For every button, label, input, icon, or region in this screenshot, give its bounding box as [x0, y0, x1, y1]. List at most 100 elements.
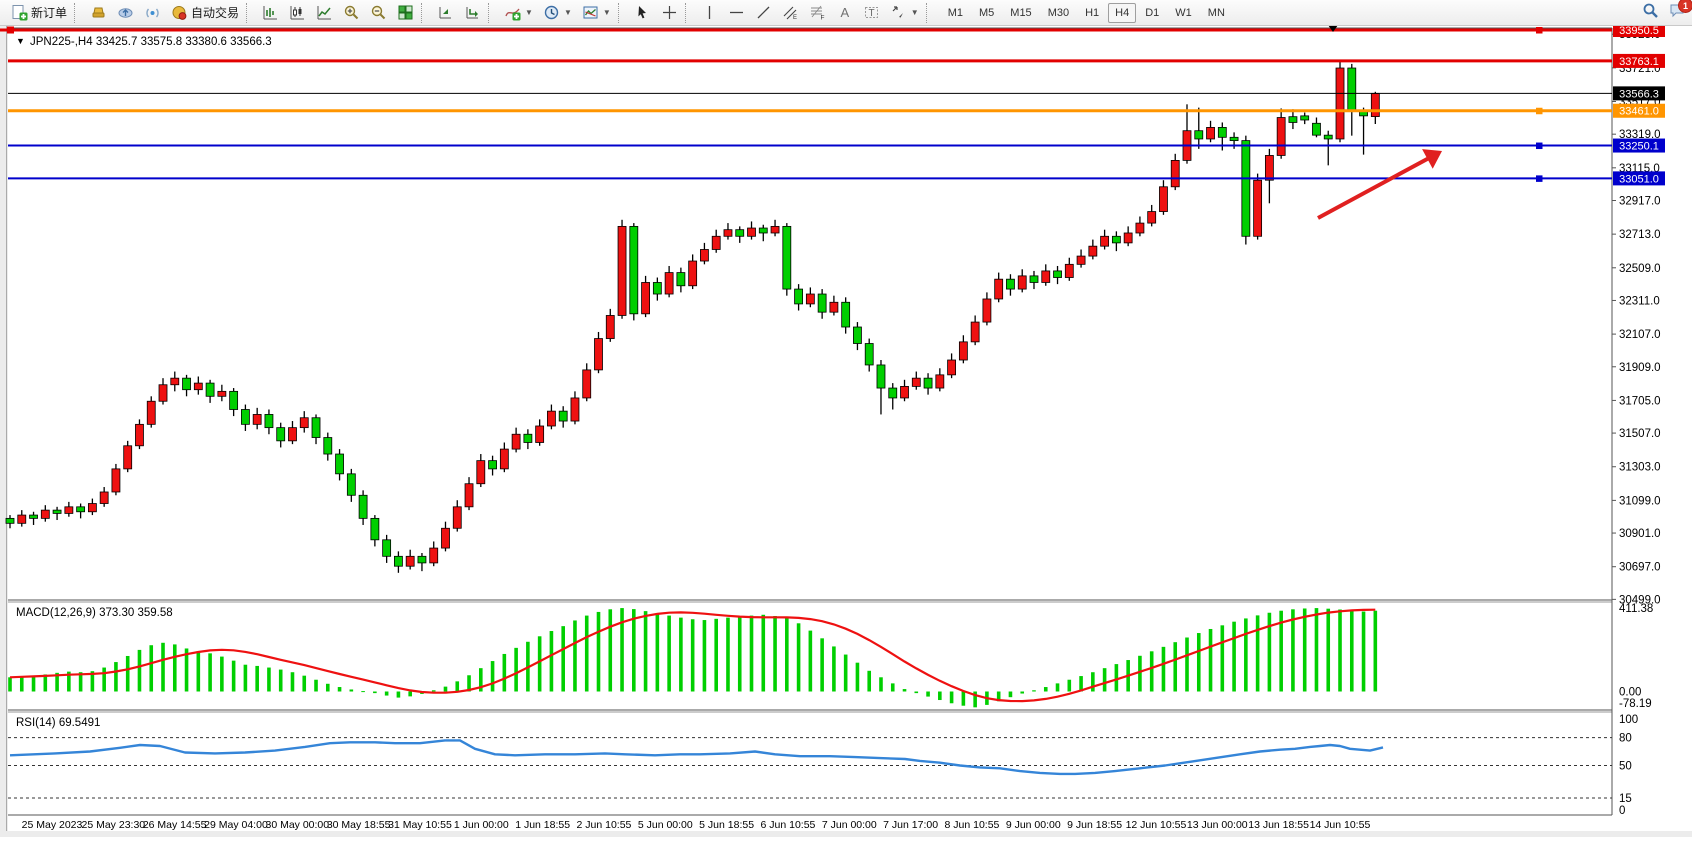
- time-axis-label[interactable]: 29 May 04:00: [204, 819, 268, 831]
- timeframe-button-w1[interactable]: W1: [1175, 6, 1192, 19]
- symbol-dropdown-icon[interactable]: ▼: [16, 36, 25, 46]
- horizontal-line-button[interactable]: [723, 1, 750, 25]
- time-axis-label[interactable]: 25 May 23:30: [82, 819, 146, 831]
- level-line-left-handle[interactable]: [7, 26, 14, 34]
- timeframe-button-d1[interactable]: D1: [1145, 6, 1160, 19]
- macd-histogram-bar: [1373, 610, 1378, 692]
- line-chart-button[interactable]: [311, 1, 338, 25]
- zoom-out-button[interactable]: [365, 1, 392, 25]
- price-level-label: 33250.1: [1619, 141, 1659, 153]
- price-axis-tick-label[interactable]: 31909.0: [1619, 362, 1661, 374]
- price-axis-tick-label[interactable]: 31099.0: [1619, 495, 1661, 507]
- timeframe-button-mn[interactable]: MN: [1207, 6, 1225, 19]
- autotrade-button[interactable]: 自动交易: [166, 1, 244, 25]
- price-axis-tick-label[interactable]: 33319.0: [1619, 129, 1661, 141]
- new-order-button[interactable]: 新订单: [6, 1, 72, 25]
- crosshair-button[interactable]: [656, 1, 683, 25]
- price-axis-tick-label[interactable]: 30499.0: [1619, 594, 1661, 606]
- time-axis-label[interactable]: 6 Jun 10:55: [761, 819, 816, 831]
- chat-button[interactable]: 1: [1669, 0, 1692, 24]
- candle-bullish: [252, 414, 262, 425]
- macd-histogram-bar: [361, 691, 365, 693]
- chart-autoscroll-button[interactable]: [459, 1, 486, 25]
- price-axis-tick-label[interactable]: 30697.0: [1619, 562, 1661, 574]
- triangle-annotation[interactable]: [1328, 25, 1338, 32]
- dropdown-arrow-icon[interactable]: ▼: [602, 8, 611, 17]
- time-axis-label[interactable]: 9 Jun 18:55: [1067, 819, 1122, 831]
- macd-histogram-bar: [1326, 608, 1331, 692]
- dropdown-arrow-icon[interactable]: ▼: [525, 8, 533, 17]
- cursor-button[interactable]: [629, 1, 656, 25]
- price-axis-tick-label[interactable]: 32713.0: [1619, 229, 1661, 241]
- vertical-line-button[interactable]: [696, 1, 723, 25]
- timeframe-button-m5[interactable]: M5: [979, 6, 995, 19]
- stamp-button[interactable]: [85, 1, 112, 25]
- dropdown-arrow-icon[interactable]: ▼: [563, 8, 572, 17]
- timeframe-button-m15[interactable]: M15: [1010, 6, 1032, 19]
- time-axis-label[interactable]: 13 Jun 00:00: [1187, 819, 1248, 831]
- indicators-button[interactable]: ▼: [499, 1, 538, 25]
- time-axis-label[interactable]: 7 Jun 17:00: [883, 819, 938, 831]
- time-axis-label[interactable]: 8 Jun 10:55: [945, 819, 1000, 831]
- rsi-label: RSI(14) 69.5491: [16, 717, 100, 729]
- timeframe-button-m1[interactable]: M1: [947, 6, 963, 19]
- level-line-right-handle[interactable]: [1536, 142, 1543, 150]
- level-line-right-handle[interactable]: [1536, 27, 1543, 34]
- price-axis-tick-label[interactable]: 31303.0: [1619, 462, 1661, 474]
- time-axis-label[interactable]: 30 May 00:00: [265, 819, 329, 831]
- time-axis-label[interactable]: 2 Jun 10:55: [577, 819, 632, 831]
- macd-axis-label: -78.19: [1619, 698, 1652, 710]
- candle-bearish: [276, 427, 286, 442]
- timeframe-button-h4[interactable]: H4: [1108, 2, 1137, 23]
- time-axis-label[interactable]: 9 Jun 00:00: [1006, 819, 1061, 831]
- price-axis-tick-label[interactable]: 31705.0: [1619, 395, 1661, 407]
- bar-chart-button[interactable]: [257, 1, 284, 25]
- text-label-button[interactable]: T: [858, 1, 885, 25]
- arrows-shapes-button[interactable]: ▼: [885, 1, 924, 25]
- candle-chart-button[interactable]: [284, 1, 311, 25]
- price-axis-tick-label[interactable]: 32311.0: [1619, 295, 1660, 307]
- timeframe-button-h1[interactable]: H1: [1085, 6, 1100, 19]
- time-axis-label[interactable]: 14 Jun 10:55: [1310, 819, 1371, 831]
- text-button[interactable]: A: [831, 1, 858, 25]
- time-axis-label[interactable]: 30 May 18:55: [327, 819, 391, 831]
- time-axis-label[interactable]: 5 Jun 18:55: [699, 819, 754, 831]
- candle-bullish: [158, 384, 168, 402]
- toolbar-separator: [246, 2, 253, 23]
- upload-cloud-button[interactable]: [112, 1, 139, 25]
- time-axis-label[interactable]: 13 Jun 18:55: [1248, 819, 1309, 831]
- price-axis-tick-label[interactable]: 32107.0: [1619, 329, 1661, 341]
- chart-shift-button[interactable]: [432, 1, 459, 25]
- fibonacci-button[interactable]: F: [804, 1, 831, 25]
- time-axis-label[interactable]: 25 May 2023: [22, 819, 83, 831]
- price-axis-tick-label[interactable]: 32917.0: [1619, 195, 1661, 207]
- level-line-right-handle[interactable]: [1536, 175, 1543, 182]
- time-axis-label[interactable]: 1 Jun 00:00: [454, 819, 509, 831]
- macd-histogram-bar: [102, 667, 106, 692]
- time-axis-label[interactable]: 31 May 10:55: [388, 819, 452, 831]
- time-axis-label[interactable]: 26 May 14:55: [143, 819, 207, 831]
- search-button[interactable]: [1642, 2, 1659, 24]
- time-axis-label[interactable]: 1 Jun 18:55: [515, 819, 570, 831]
- time-axis-label[interactable]: 12 Jun 10:55: [1126, 819, 1187, 831]
- dropdown-arrow-icon[interactable]: ▼: [910, 8, 919, 17]
- price-axis-tick-label[interactable]: 31507.0: [1619, 428, 1661, 440]
- price-axis-tick-label[interactable]: 32509.0: [1619, 263, 1661, 275]
- templates-button[interactable]: ▼: [577, 1, 616, 25]
- macd-histogram-bar: [808, 630, 813, 692]
- price-axis-tick-label[interactable]: 30901.0: [1619, 528, 1661, 540]
- level-line-right-handle[interactable]: [1536, 107, 1543, 115]
- macd-histogram-bar: [314, 679, 318, 692]
- broadcast-button[interactable]: [139, 1, 166, 25]
- trend-arrow-annotation[interactable]: [1317, 153, 1435, 220]
- time-axis-label[interactable]: 7 Jun 00:00: [822, 819, 877, 831]
- zoom-in-button[interactable]: [338, 1, 365, 25]
- time-axis-label[interactable]: 5 Jun 00:00: [638, 819, 693, 831]
- trendline-button[interactable]: [750, 1, 777, 25]
- timeframe-button-m30[interactable]: M30: [1047, 6, 1070, 19]
- equidistant-channel-button[interactable]: E: [777, 1, 804, 25]
- toolbar-separator: [617, 2, 625, 23]
- periods-clock-button[interactable]: ▼: [538, 1, 577, 25]
- tile-windows-button[interactable]: [392, 1, 419, 25]
